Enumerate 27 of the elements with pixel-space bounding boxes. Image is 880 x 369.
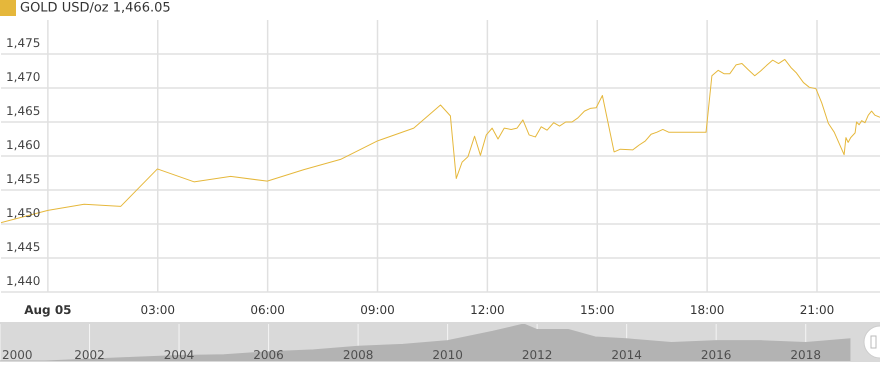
x-tick-label: 2008 [342, 348, 374, 362]
y-tick-label: 1,475 [6, 36, 40, 50]
x-tick-label: 03:00 [140, 303, 176, 317]
x-tick-label: 2018 [790, 348, 821, 362]
y-tick-label: 1,450 [6, 206, 40, 220]
y-tick-label: 1,445 [6, 240, 40, 254]
x-tick-label: 2012 [522, 348, 552, 362]
y-tick-label: 1,470 [6, 70, 40, 84]
x-tick-label: 09:00 [360, 303, 395, 317]
y-tick-label: 1,460 [6, 138, 40, 152]
y-tick-label: 1,455 [6, 172, 40, 186]
x-tick-label: 2016 [700, 348, 732, 362]
x-tick-label: 12:00 [470, 303, 505, 317]
x-tick-label: 2014 [611, 348, 642, 362]
x-tick-label: 21:00 [800, 303, 834, 317]
x-tick-label: 06:00 [250, 303, 285, 317]
y-tick-label: 1,465 [6, 104, 40, 118]
x-tick-label: 2010 [432, 348, 463, 362]
x-tick-label: 2000 [2, 348, 33, 362]
y-tick-label: 1,440 [6, 274, 40, 288]
x-tick-label: 2002 [74, 348, 105, 362]
x-tick-label: 18:00 [690, 303, 724, 317]
x-tick-label: Aug 05 [24, 303, 72, 317]
x-tick-label: 15:00 [580, 303, 615, 317]
x-tick-label: 2006 [253, 348, 284, 362]
legend-label: GOLD USD/oz 1,466.05 [20, 0, 171, 16]
x-tick-label: 2004 [164, 348, 194, 362]
